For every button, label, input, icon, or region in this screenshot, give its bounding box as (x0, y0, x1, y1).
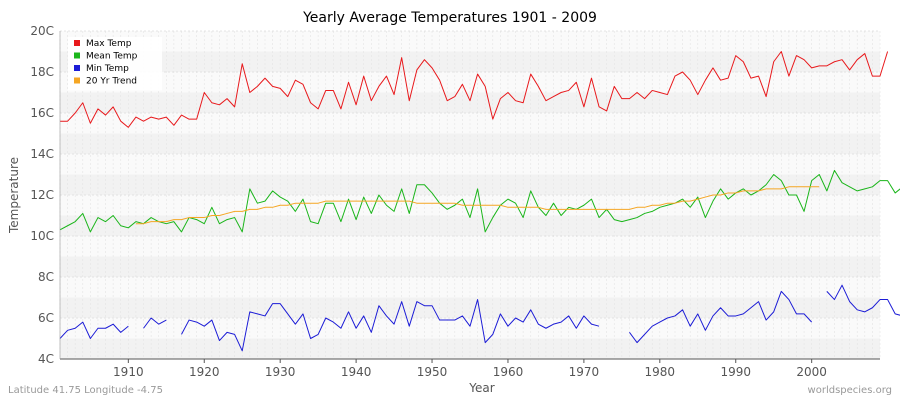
legend-box (68, 37, 162, 91)
y-tick-label: 12C (30, 188, 54, 202)
x-axis-label: Year (468, 381, 494, 395)
series-group (59, 51, 900, 352)
legend-swatch (74, 77, 80, 84)
series-line-max-temp (60, 51, 889, 128)
y-tick-label: 18C (30, 65, 54, 79)
y-tick-label: 6C (38, 311, 54, 325)
y-tick-label: 20C (30, 24, 54, 38)
legend-swatch (74, 40, 80, 46)
x-tick-label: 1960 (493, 365, 524, 379)
x-tick-label: 1940 (341, 365, 372, 379)
legend-swatch (74, 52, 80, 59)
footer-coordinates: Latitude 41.75 Longitude -4.75 (8, 385, 163, 396)
x-tick-label: 1950 (417, 365, 448, 379)
y-tick-label: 8C (38, 270, 54, 284)
y-tick-label: 4C (38, 352, 54, 366)
footer-source: worldspecies.org (808, 385, 892, 396)
y-tick-label: 16C (30, 106, 54, 120)
tick-labels: 1910 1920 1930 1940 1950 1960 1970 1980 1990 2000… (30, 24, 827, 379)
legend-swatch (74, 65, 80, 71)
x-tick-label: 1970 (569, 365, 600, 379)
x-tick-label: 2000 (796, 365, 827, 379)
chart-title: Yearly Average Temperatures 1901 - 2009 (302, 10, 597, 26)
y-tick-label: 10C (30, 229, 54, 243)
series-line-mean-temp (59, 169, 900, 233)
legend: Max Temp Mean Temp Min Temp 20 Yr Trend (68, 37, 162, 91)
y-axis-label: Temperature (7, 157, 21, 234)
legend-label: 20 Yr Trend (86, 77, 137, 87)
legend-label: Max Temp (86, 39, 132, 49)
y-tick-label: 14C (30, 147, 54, 161)
axes (59, 31, 880, 360)
x-tick-label: 1990 (720, 365, 751, 379)
grid-lines (59, 30, 881, 360)
legend-label: Mean Temp (86, 52, 138, 62)
legend-label: Min Temp (86, 64, 129, 74)
x-tick-label: 1910 (113, 365, 144, 379)
series-line-20-yr-trend (135, 186, 820, 225)
x-tick-label: 1930 (265, 365, 296, 379)
x-tick-label: 1980 (645, 365, 676, 379)
series-line-min-temp (59, 284, 900, 352)
x-tick-label: 1920 (189, 365, 220, 379)
